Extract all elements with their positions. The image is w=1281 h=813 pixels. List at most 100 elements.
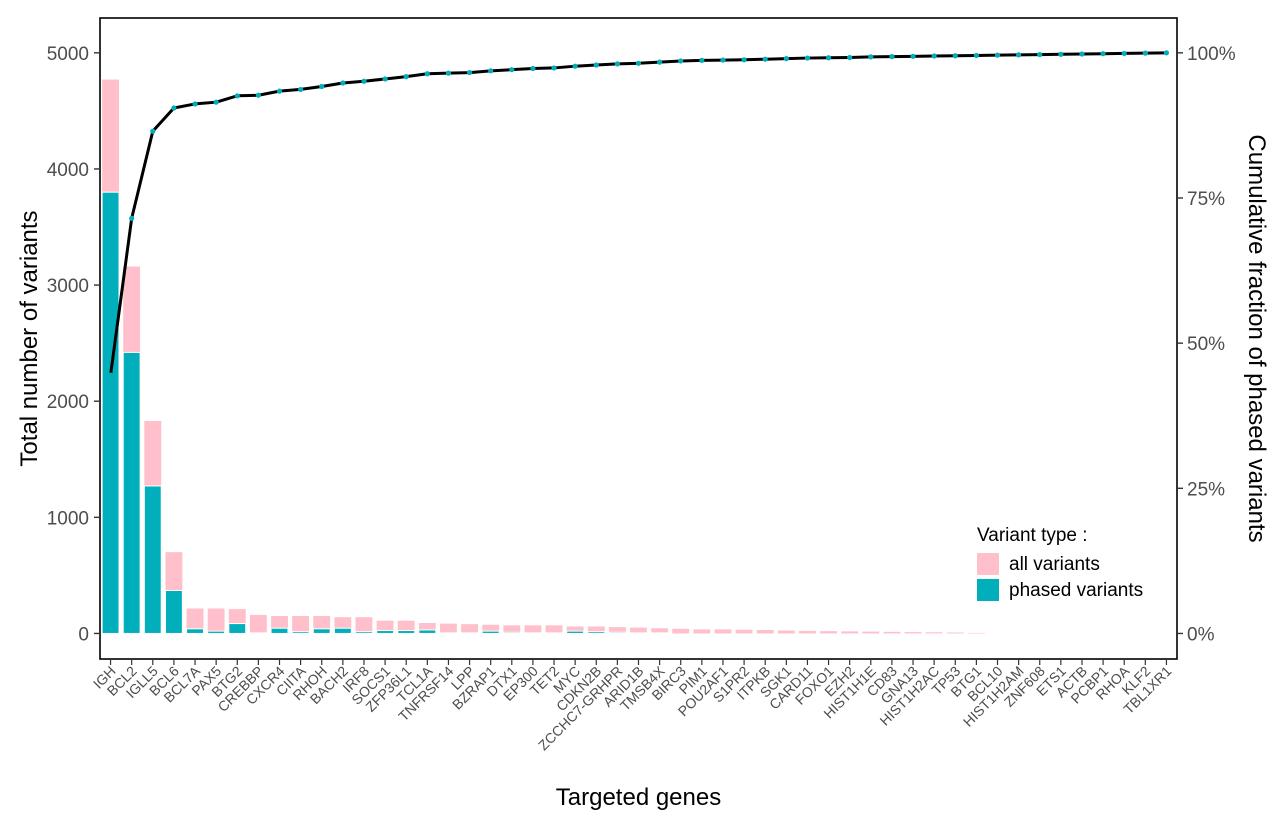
- bar-all-tnfrsf14: [439, 623, 457, 634]
- cumulative-point-klf2: [1142, 50, 1148, 56]
- bar-phased-zcchc7-grhpr: [608, 631, 627, 634]
- cumulative-point-birc3: [678, 58, 684, 64]
- bar-all-arid1b: [630, 627, 647, 634]
- bar-all-ciita: [292, 616, 310, 634]
- bar-all-bzrap1: [482, 624, 500, 634]
- bar-phased-tcl1a: [418, 629, 437, 634]
- cumulative-point-itpkb: [762, 56, 768, 62]
- cumulative-point-card11: [804, 55, 811, 61]
- bar-phased-cdkn2b: [587, 631, 606, 634]
- bar-phased-igll5: [143, 485, 162, 634]
- cumulative-point-actb: [1079, 51, 1085, 57]
- y2-axis-title: Cumulative fraction of phased variants: [1243, 134, 1270, 542]
- bar-all-dtx1: [503, 625, 521, 634]
- bar-all-gna13: [904, 632, 922, 634]
- y-tick-label: 4000: [47, 160, 89, 181]
- cumulative-point-igll5: [150, 128, 156, 134]
- bar-phased-igh: [101, 191, 120, 634]
- bar-phased-bach2: [333, 627, 352, 634]
- cumulative-point-cd83: [889, 54, 895, 60]
- cumulative-point-arid1b: [635, 60, 642, 66]
- legend-label-1: all variants: [1009, 554, 1100, 575]
- cumulative-point-ezh2: [847, 54, 853, 61]
- cumulative-point-bcl7a: [192, 101, 198, 107]
- bar-phased-zfp36l1: [397, 630, 416, 634]
- y2-tick-label: 100%: [1187, 44, 1236, 65]
- bar-phased-pax5: [207, 630, 226, 634]
- bar-all-ezh2: [841, 631, 859, 634]
- cumulative-point-hist1h1e: [868, 54, 874, 60]
- y2-tick-label: 0%: [1187, 624, 1215, 645]
- cumulative-point-bzrap1: [488, 68, 494, 74]
- bar-phased-btg2: [228, 623, 247, 634]
- cumulative-point-s1pr2: [741, 57, 747, 63]
- cumulative-point-irf8: [361, 78, 367, 84]
- bar-all-pax5: [207, 608, 225, 634]
- cumulative-point-pou2af1: [720, 57, 726, 63]
- cumulative-point-pim1: [699, 57, 705, 63]
- cumulative-point-ep300: [530, 65, 536, 72]
- bar-all-pou2af1: [714, 629, 732, 634]
- legend-swatch-1: [977, 553, 999, 575]
- cumulative-point-tp53: [952, 53, 958, 59]
- bar-phased-ciita: [291, 631, 310, 634]
- x-axis-title: Targeted genes: [556, 784, 721, 811]
- cumulative-point-hist1h2ac: [931, 53, 937, 59]
- cumulative-point-tbl1xr1: [1163, 50, 1170, 56]
- bar-all-myc: [566, 626, 584, 634]
- cumulative-point-pax5: [213, 99, 219, 105]
- bar-phased-tet2: [545, 632, 563, 634]
- cumulative-point-socs1: [382, 76, 388, 82]
- bar-phased-dtx1: [502, 631, 521, 634]
- bar-phased-bcl6: [164, 589, 183, 634]
- cumulative-point-cdkn2b: [593, 62, 599, 68]
- bar-phased-ep300: [523, 632, 542, 634]
- y-tick-label: 1000: [47, 508, 89, 529]
- bar-phased-bcl2: [122, 351, 141, 634]
- bar-phased-lpp: [460, 632, 479, 634]
- cumulative-point-sgk1: [783, 56, 789, 62]
- cumulative-point-tcl1a: [424, 71, 430, 77]
- y-tick-label: 3000: [47, 276, 89, 297]
- cumulative-point-cxcr4: [276, 88, 283, 94]
- bar-all-tet2: [545, 625, 563, 634]
- cumulative-point-ciita: [298, 86, 304, 93]
- cumulative-line: [109, 51, 1167, 376]
- y-tick-label: 0: [78, 624, 89, 645]
- cumulative-point-igh: [107, 372, 114, 378]
- bar-all-zcchc7-grhpr: [608, 627, 626, 634]
- bar-all-cdkn2b: [587, 626, 605, 634]
- cumulative-point-znf608: [1037, 51, 1043, 58]
- bar-all-s1pr2: [735, 629, 753, 634]
- bar-all-ep300: [524, 625, 542, 634]
- cumulative-point-myc: [572, 63, 578, 69]
- bar-all-bcl7a: [186, 608, 204, 634]
- axes-group: 0100020003000400050000%25%50%75%100%IGHB…: [16, 17, 1270, 811]
- cumulative-point-gna13: [910, 53, 916, 59]
- bar-all-cd83: [883, 631, 901, 634]
- cumulative-point-lpp: [466, 69, 473, 76]
- cumulative-point-tet2: [551, 65, 557, 71]
- bar-all-lpp: [461, 624, 479, 634]
- cumulative-point-dtx1: [509, 67, 515, 73]
- cumulative-point-hist1h2am: [1016, 52, 1022, 58]
- bar-all-btg1: [967, 632, 985, 634]
- bar-all-hist1h1e: [862, 631, 880, 634]
- bar-phased-bzrap1: [481, 630, 500, 634]
- legend-swatch-2: [977, 579, 999, 601]
- bar-all-tcl1a: [418, 623, 436, 634]
- cumulative-point-pcbp1: [1100, 51, 1106, 57]
- bar-all-irf8: [355, 617, 373, 634]
- y-axis-title: Total number of variants: [16, 210, 43, 466]
- cumulative-point-btg1: [973, 52, 979, 59]
- bar-all-tp53: [946, 632, 964, 634]
- bar-phased-socs1: [376, 630, 395, 634]
- cumulative-point-rhoh: [319, 83, 325, 90]
- y2-tick-label: 50%: [1187, 334, 1225, 355]
- bar-all-hist1h2ac: [925, 632, 943, 634]
- cumulative-point-ets1: [1058, 51, 1064, 57]
- bar-all-itpkb: [756, 629, 774, 634]
- cumulative-point-rhoa: [1121, 50, 1127, 57]
- cumulative-point-bcl2: [129, 215, 135, 221]
